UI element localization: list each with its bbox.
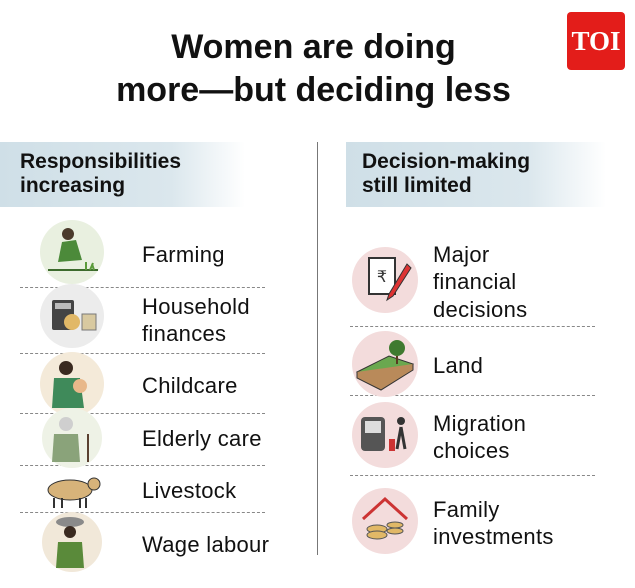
- heading-band: [346, 142, 606, 207]
- item-label: Livestock: [142, 478, 237, 504]
- divider: [317, 142, 318, 555]
- item-label: Land: [433, 353, 484, 379]
- separator: [20, 413, 265, 414]
- investment-icon: [352, 488, 418, 554]
- svg-text:₹: ₹: [377, 269, 387, 286]
- separator: [20, 465, 265, 466]
- title-line: Women are doing: [171, 28, 456, 66]
- separator: [20, 287, 265, 288]
- land-icon: [352, 331, 418, 397]
- item-label: Childcare: [142, 373, 238, 399]
- column-heading: Responsibilities increasing: [20, 150, 182, 197]
- heading-band: [0, 142, 245, 207]
- separator: [350, 395, 595, 396]
- item-label: Major financial decisions: [433, 241, 528, 322]
- elderly-care-icon: [42, 408, 102, 468]
- column-heading: Decision-making still limited: [362, 150, 531, 197]
- right-icons: ₹: [352, 247, 418, 554]
- wage-labour-icon: [42, 512, 102, 572]
- farming-icon: [40, 220, 104, 284]
- left-icons: [40, 220, 104, 572]
- title-line: more—but deciding less: [116, 71, 511, 109]
- separator: [20, 353, 265, 354]
- item-label: Farming: [142, 242, 225, 268]
- financial-decision-icon: ₹: [352, 247, 418, 313]
- finances-icon: [40, 284, 104, 348]
- logo: TOI: [567, 12, 625, 70]
- separator: [350, 326, 595, 327]
- item-label: Migration choices: [433, 410, 527, 464]
- item-label: Household finances: [142, 293, 250, 347]
- item-label: Family investments: [433, 496, 554, 550]
- childcare-icon: [40, 352, 104, 416]
- livestock-icon: [47, 477, 101, 508]
- separator: [350, 475, 595, 476]
- separator: [20, 512, 265, 513]
- item-label: Wage labour: [142, 532, 270, 558]
- migration-icon: [352, 402, 418, 468]
- item-label: Elderly care: [142, 426, 262, 452]
